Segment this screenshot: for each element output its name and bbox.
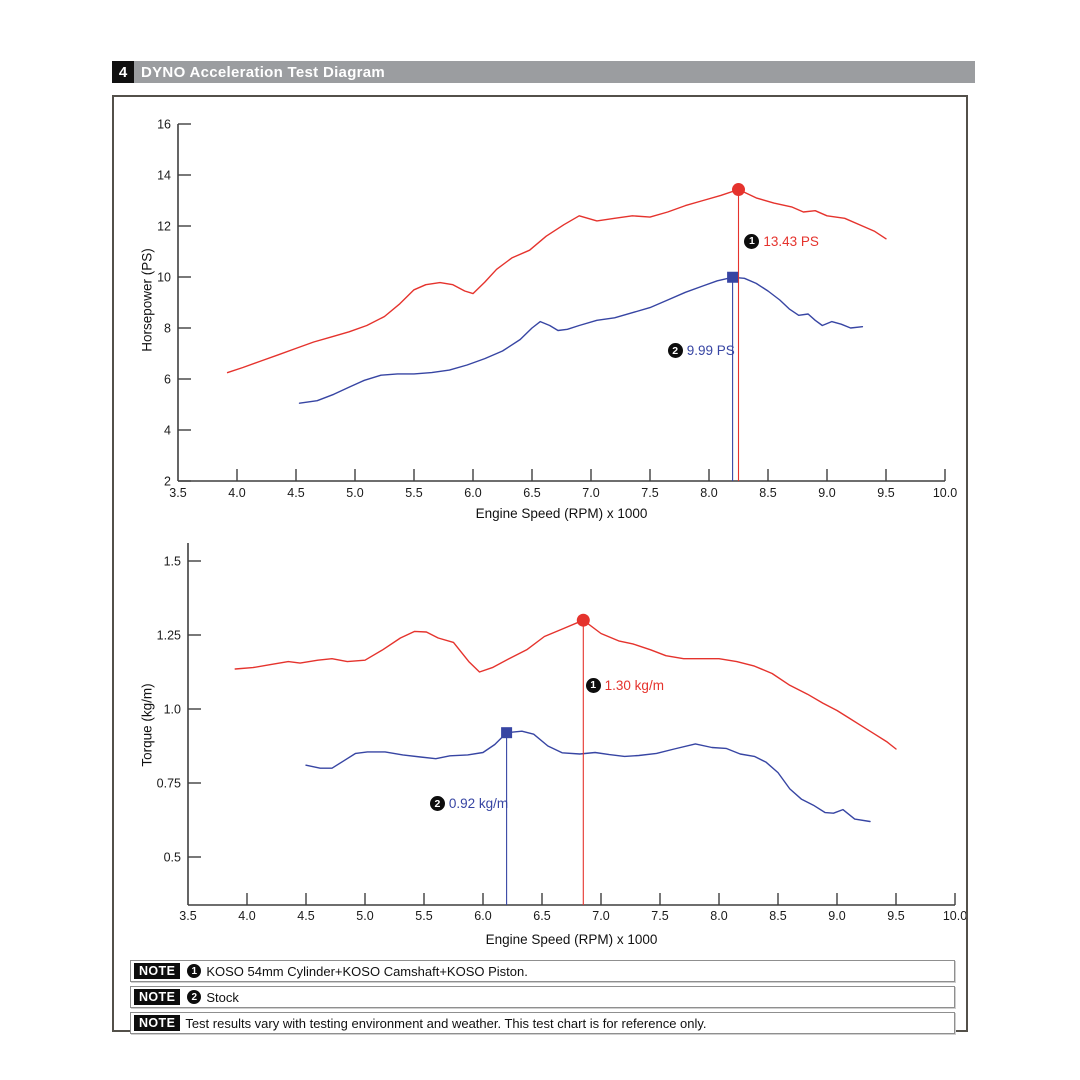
svg-text:9.5: 9.5 (877, 486, 894, 500)
svg-text:6.0: 6.0 (464, 486, 481, 500)
svg-text:8.0: 8.0 (710, 909, 727, 923)
svg-text:10.0: 10.0 (933, 486, 957, 500)
badge-1-icon: 1 (187, 964, 202, 978)
svg-text:3.5: 3.5 (169, 486, 186, 500)
svg-text:5.5: 5.5 (405, 486, 422, 500)
svg-text:5.5: 5.5 (415, 909, 432, 923)
annotation-peak-torque-koso: 1 1.30 kg/m (585, 676, 664, 694)
note-row-koso: NOTE 1 KOSO 54mm Cylinder+KOSO Camshaft+… (130, 960, 955, 982)
torque-plot: 0.5 0.75 1.0 1.25 1.5 3.5 4.0 4.5 5.0 5.5 6.0 6.5 7.… (157, 543, 966, 923)
svg-text:0.75: 0.75 (157, 777, 181, 791)
svg-text:4.0: 4.0 (228, 486, 245, 500)
badge-2-icon: 2 (429, 796, 445, 812)
annotation-peak-horsepower-stock: 2 9.99 PS (667, 342, 735, 360)
svg-text:7.5: 7.5 (651, 909, 668, 923)
badge-1-icon: 1 (585, 677, 601, 693)
svg-text:9.0: 9.0 (818, 486, 835, 500)
svg-text:8.0: 8.0 (700, 486, 717, 500)
svg-text:0.5: 0.5 (164, 851, 181, 865)
svg-text:7.0: 7.0 (582, 486, 599, 500)
svg-text:6.5: 6.5 (533, 909, 550, 923)
horsepower-chart: 2 4 6 8 10 12 14 16 3.5 4.0 4.5 5.0 5.5 6.0 6.5 7.0 7.5 8… (114, 97, 966, 530)
torque-chart: 0.5 0.75 1.0 1.25 1.5 3.5 4.0 4.5 5.0 5.5 6.0 6.5 7.… (114, 530, 966, 955)
svg-text:16: 16 (157, 118, 171, 132)
svg-text:4: 4 (164, 424, 171, 438)
svg-text:8: 8 (164, 322, 171, 336)
horsepower-y-axis-label: Horsepower (PS) (139, 248, 155, 352)
note-tag: NOTE (134, 989, 181, 1005)
annotation-value: 1.30 kg/m (604, 677, 664, 693)
section-header-bar: DYNO Acceleration Test Diagram (134, 61, 975, 83)
svg-text:5.0: 5.0 (346, 486, 363, 500)
svg-text:10: 10 (157, 271, 171, 285)
svg-text:7.0: 7.0 (592, 909, 609, 923)
note-tag: NOTE (134, 963, 181, 979)
svg-text:1.25: 1.25 (157, 629, 181, 643)
note-text: Stock (206, 989, 239, 1005)
note-row-disclaimer: NOTE Test results vary with testing envi… (130, 1012, 955, 1034)
svg-text:1.5: 1.5 (164, 555, 181, 569)
svg-text:6: 6 (164, 373, 171, 387)
section-number-badge: 4 (112, 61, 134, 83)
page-title: DYNO Acceleration Test Diagram (141, 63, 386, 81)
svg-text:14: 14 (157, 169, 171, 183)
torque-x-axis-label: Engine Speed (RPM) x 1000 (485, 932, 658, 947)
svg-text:6.0: 6.0 (474, 909, 491, 923)
annotation-value: 0.92 kg/m (448, 796, 509, 812)
annotation-value: 9.99 PS (686, 343, 735, 359)
svg-text:6.5: 6.5 (523, 486, 540, 500)
note-text: Test results vary with testing environme… (185, 1015, 707, 1031)
svg-text:7.5: 7.5 (641, 486, 658, 500)
annotation-value: 13.43 PS (763, 233, 819, 249)
diagram-frame: 2 4 6 8 10 12 14 16 3.5 4.0 4.5 5.0 5.5 6.0 6.5 7.0 7.5 8… (112, 95, 968, 1034)
svg-text:9.5: 9.5 (887, 909, 904, 923)
svg-text:8.5: 8.5 (759, 486, 776, 500)
svg-text:4.5: 4.5 (297, 909, 314, 923)
svg-text:3.5: 3.5 (179, 909, 196, 923)
svg-text:8.5: 8.5 (769, 909, 786, 923)
svg-text:2: 2 (164, 475, 171, 489)
badge-2-icon: 2 (667, 343, 683, 359)
torque-y-axis-label: Torque (kg/m) (139, 683, 155, 767)
svg-text:9.0: 9.0 (828, 909, 845, 923)
annotation-peak-horsepower-koso: 1 13.43 PS (744, 232, 819, 250)
svg-text:12: 12 (157, 220, 171, 234)
svg-text:1.0: 1.0 (164, 703, 181, 717)
note-tag: NOTE (134, 1015, 181, 1031)
horsepower-x-axis-label: Engine Speed (RPM) x 1000 (475, 506, 648, 521)
note-text: KOSO 54mm Cylinder+KOSO Camshaft+KOSO Pi… (206, 963, 528, 979)
badge-2-icon: 2 (187, 990, 202, 1004)
badge-1-icon: 1 (744, 233, 760, 249)
annotation-peak-torque-stock: 2 0.92 kg/m (429, 795, 509, 813)
svg-text:4.0: 4.0 (238, 909, 255, 923)
svg-text:5.0: 5.0 (356, 909, 373, 923)
note-row-stock: NOTE 2 Stock (130, 986, 955, 1008)
svg-text:10.0: 10.0 (943, 909, 966, 923)
svg-text:4.5: 4.5 (287, 486, 304, 500)
